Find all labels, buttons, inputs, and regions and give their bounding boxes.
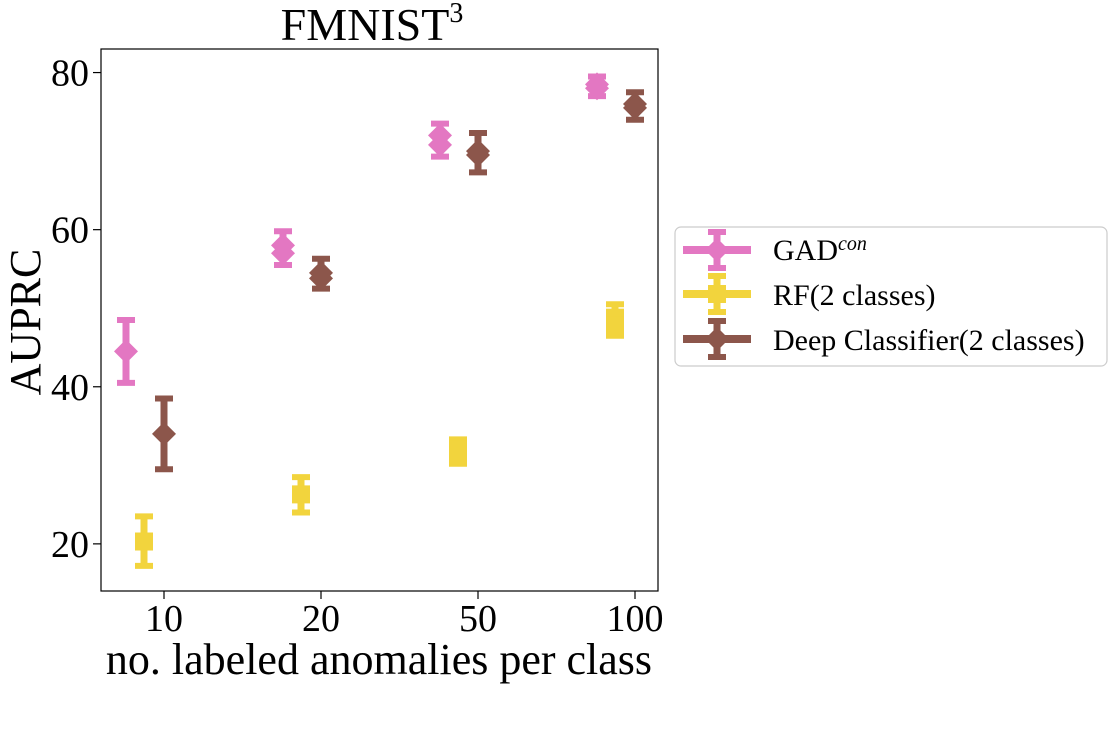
data-point — [135, 532, 153, 551]
plot-area — [100, 48, 659, 592]
x-tick-label: 100 — [607, 598, 664, 640]
x-tick-label: 50 — [459, 598, 497, 640]
chart-title: FMNIST3 — [281, 0, 464, 50]
data-point — [271, 241, 295, 266]
x-axis: 10 20 50 100 — [145, 591, 664, 640]
y-tick-label: 80 — [51, 53, 89, 95]
legend-marker — [705, 327, 729, 351]
legend-items — [683, 229, 751, 360]
legend-label-deep-classifier: Deep Classifier(2 classes) — [773, 324, 1085, 357]
data-point — [623, 95, 647, 120]
legend-label-gad-name: GAD — [773, 234, 838, 267]
chart-title-text: FMNIST — [281, 0, 450, 50]
data-point — [428, 132, 452, 157]
data-point — [466, 143, 490, 168]
y-tick-label: 60 — [51, 210, 89, 252]
y-axis: 20 40 60 80 — [51, 53, 101, 566]
data-point — [292, 485, 310, 504]
data-point — [606, 316, 624, 335]
legend-marker — [705, 238, 729, 262]
legend-label-gad-superscript: con — [838, 233, 867, 255]
y-tick-label: 40 — [51, 367, 89, 409]
x-tick-label: 20 — [302, 598, 340, 640]
series-layer — [114, 72, 647, 569]
data-point — [585, 76, 609, 101]
legend-label-gad: GADcon — [773, 233, 867, 267]
y-axis-label: AUPRC — [1, 249, 50, 396]
x-axis-label: no. labeled anomalies per class — [106, 635, 652, 684]
legend-label-rf: RF(2 classes) — [773, 279, 935, 312]
series-0 — [114, 72, 609, 386]
data-point — [309, 266, 333, 291]
x-tick-label: 10 — [145, 598, 183, 640]
data-point — [449, 446, 467, 465]
legend-marker — [708, 285, 726, 303]
legend-handle-0 — [683, 229, 751, 271]
legend-frame — [674, 226, 1108, 367]
data-point — [152, 421, 176, 446]
legend-handle-2 — [683, 318, 751, 360]
legend: GADcon RF(2 classes) Deep Classifier(2 c… — [674, 226, 1108, 367]
data-point — [114, 339, 138, 364]
series-1 — [135, 301, 624, 569]
chart-title-superscript: 3 — [449, 0, 463, 29]
y-tick-label: 20 — [51, 524, 89, 566]
legend-handle-1 — [683, 273, 751, 315]
series-2 — [152, 89, 647, 473]
